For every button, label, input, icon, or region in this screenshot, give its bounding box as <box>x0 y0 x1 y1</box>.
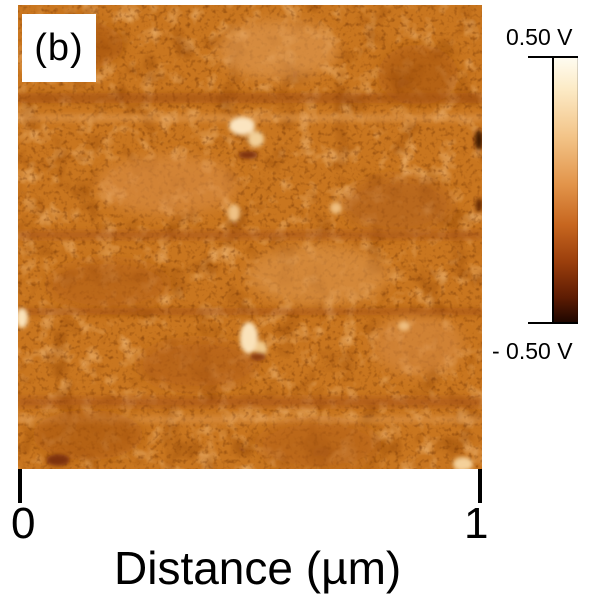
afm-scan-image <box>18 5 482 469</box>
panel-label: (b) <box>22 14 96 82</box>
x-tick-min <box>18 469 22 503</box>
x-axis: 0 1 Distance (µm) <box>0 469 595 594</box>
afm-scan-svg <box>18 5 482 469</box>
colorbar-max-tick <box>528 56 578 58</box>
x-axis-title: Distance (µm) <box>114 542 402 594</box>
scan-streaks <box>18 93 482 422</box>
x-tick-max <box>478 469 482 503</box>
x-tick-label-min: 0 <box>11 499 36 548</box>
colorbar-min-tick <box>528 322 578 324</box>
colorbar-min-label: - 0.50 V <box>492 338 573 364</box>
scan-dark-features <box>46 130 482 466</box>
colorbar-max-label: 0.50 V <box>506 24 573 50</box>
x-tick-label-max: 1 <box>464 499 489 548</box>
colorbar-gradient <box>552 56 578 324</box>
colorbar-axis-line <box>552 56 554 324</box>
scan-shading <box>33 20 463 469</box>
scan-bright-features <box>18 117 473 469</box>
colorbar: 0.50 V - 0.50 V <box>490 20 595 370</box>
